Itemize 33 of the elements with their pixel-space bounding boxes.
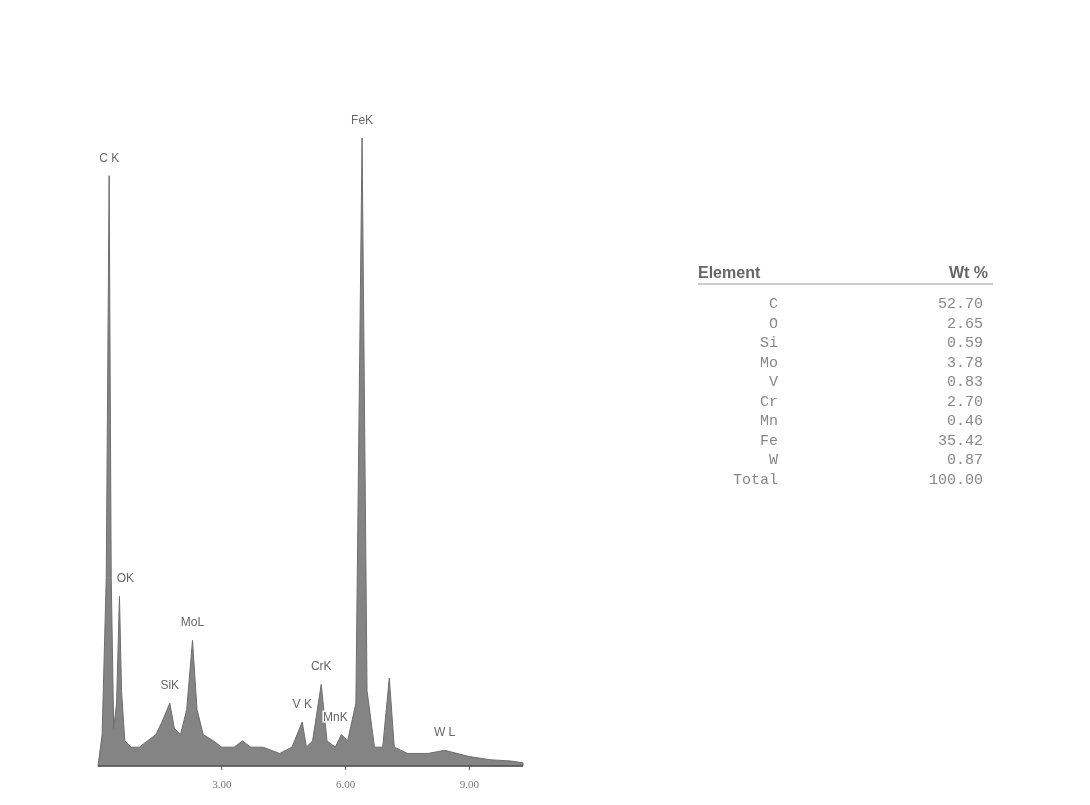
- text: 0.46: [946, 413, 983, 430]
- text: Element: [698, 264, 761, 281]
- text: 2.65: [946, 315, 983, 333]
- annotation: FeK: [351, 113, 374, 127]
- text: 3.78: [946, 354, 983, 372]
- annotation: CrK: [310, 659, 332, 674]
- category-label: Si: [759, 335, 778, 352]
- text: 0.83: [946, 374, 983, 391]
- x-tick-label: 6.00: [335, 778, 356, 790]
- annotation: MoL: [180, 615, 205, 630]
- category-label: C: [768, 296, 778, 313]
- category-label: V: [768, 374, 778, 391]
- annotation: C K: [99, 150, 120, 165]
- annotation: W L: [433, 725, 456, 740]
- category-label: W: [768, 452, 778, 469]
- category-label: Mo: [759, 354, 778, 372]
- text: 2.70: [946, 393, 983, 411]
- annotation: SiK: [160, 678, 180, 693]
- category-label: Cr: [759, 393, 778, 411]
- category-label: Mn: [759, 413, 778, 430]
- text: 0.87: [946, 452, 983, 469]
- category-label: Total: [732, 471, 778, 489]
- text: 52.70: [937, 296, 983, 313]
- x-tick-label: 9.00: [459, 778, 480, 790]
- annotation: V K: [292, 697, 312, 712]
- text: Wt %: [948, 264, 988, 281]
- category-label: O: [768, 315, 778, 333]
- annotation: OK: [116, 571, 135, 586]
- category-label: Fe: [759, 432, 778, 450]
- text: 35.42: [937, 432, 983, 450]
- x-tick-label: 3.00: [212, 778, 232, 790]
- text: 0.59: [946, 335, 983, 352]
- text: 100.00: [928, 471, 983, 489]
